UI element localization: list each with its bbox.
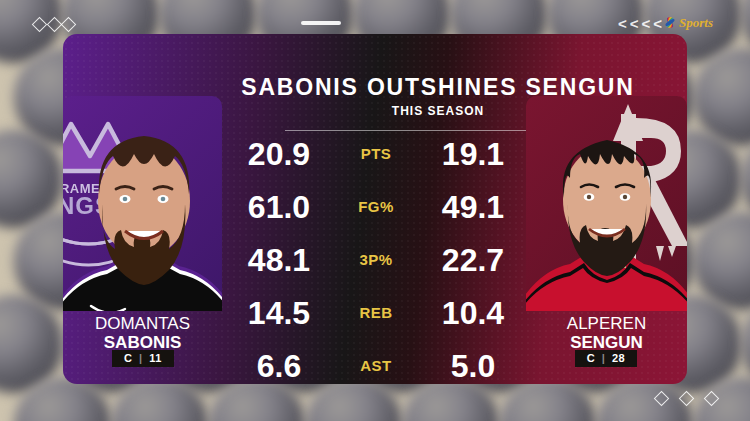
svg-text:MEMORIAL: MEMORIAL (618, 310, 655, 311)
